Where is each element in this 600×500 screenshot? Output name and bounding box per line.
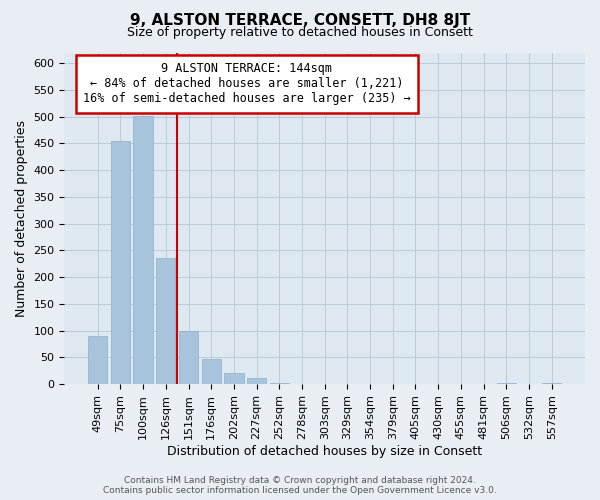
Bar: [269, 383, 289, 384]
Text: 9 ALSTON TERRACE: 144sqm
← 84% of detached houses are smaller (1,221)
16% of sem: 9 ALSTON TERRACE: 144sqm ← 84% of detach…: [83, 62, 410, 106]
Bar: [542, 383, 562, 384]
Y-axis label: Number of detached properties: Number of detached properties: [15, 120, 28, 317]
Bar: [497, 383, 516, 384]
Text: 9, ALSTON TERRACE, CONSETT, DH8 8JT: 9, ALSTON TERRACE, CONSETT, DH8 8JT: [130, 12, 470, 28]
Bar: [156, 258, 175, 384]
Bar: [88, 336, 107, 384]
Bar: [179, 330, 198, 384]
Bar: [202, 359, 221, 384]
X-axis label: Distribution of detached houses by size in Consett: Distribution of detached houses by size …: [167, 444, 482, 458]
Bar: [111, 140, 130, 384]
Text: Contains HM Land Registry data © Crown copyright and database right 2024.
Contai: Contains HM Land Registry data © Crown c…: [103, 476, 497, 495]
Text: Size of property relative to detached houses in Consett: Size of property relative to detached ho…: [127, 26, 473, 39]
Bar: [224, 373, 244, 384]
Bar: [133, 116, 153, 384]
Bar: [247, 378, 266, 384]
